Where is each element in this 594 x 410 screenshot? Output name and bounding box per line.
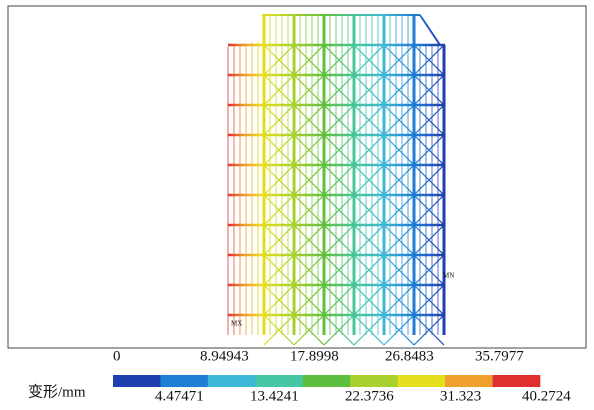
colorbar: 0 8.94943 17.8998 26.8483 35.7977 4.47471 13.4… [113, 348, 571, 404]
legend-title: 变形/mm [28, 383, 86, 400]
color-swatch [493, 375, 541, 387]
figure: MN MX 0 8.94943 17.8998 26.8483 35.7977 4.474… [0, 0, 594, 410]
upper-label: 0 [113, 348, 121, 364]
lower-label: 40.2724 [522, 388, 571, 404]
upper-label: 17.8998 [290, 348, 339, 364]
min-label: MN [443, 272, 454, 280]
structure [228, 15, 445, 345]
lower-label: 22.3736 [345, 388, 394, 404]
upper-label: 8.94943 [200, 348, 249, 364]
lower-label: 31.323 [440, 388, 481, 404]
upper-label: 26.8483 [385, 348, 434, 364]
color-swatch [160, 375, 208, 387]
lower-label: 4.47471 [155, 388, 204, 404]
edge [420, 15, 440, 45]
color-swatch [113, 375, 161, 387]
upper-label: 35.7977 [475, 348, 524, 364]
color-swatch [208, 375, 256, 387]
color-swatch [398, 375, 446, 387]
color-swatch [255, 375, 303, 387]
max-label: MX [231, 320, 242, 328]
frame [8, 6, 586, 348]
color-swatch [445, 375, 493, 387]
color-swatch [303, 375, 351, 387]
color-swatch [350, 375, 398, 387]
lower-label: 13.4241 [250, 388, 299, 404]
